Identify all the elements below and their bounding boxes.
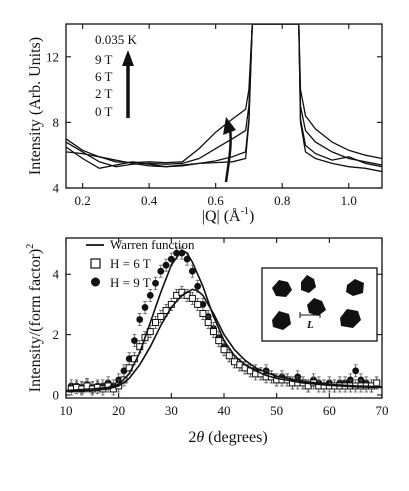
x-tick-label: 20 (112, 403, 125, 418)
bottom-ylabel-main: Intensity/(form factor) (27, 249, 44, 393)
x-tick-label: 1.0 (341, 193, 357, 208)
bottom-xlabel-unit: (degrees) (204, 429, 268, 446)
bottom-xlabel-theta: θ (196, 429, 204, 446)
top-xlabel-exp: -1 (241, 206, 249, 217)
point-6t (199, 309, 207, 317)
inset-vortex-diagram: L (261, 267, 378, 342)
top-x-axis-title: |Q| (Å-1) (202, 206, 255, 225)
bottom-series-group (66, 246, 382, 396)
point-9t (120, 367, 128, 375)
point-9t (157, 267, 165, 275)
inset-blob-1 (272, 280, 292, 297)
point-9t (194, 282, 202, 290)
top-y-axis-title: Intensity (Arb. Units) (27, 37, 44, 175)
point-6t (373, 379, 381, 387)
top-legend-entry-3: 2 T (95, 86, 113, 101)
point-6t (204, 319, 212, 327)
top-axes-ticks: 0.2 0.4 0.6 0.8 1.0 4 8 12 (46, 24, 382, 208)
bottom-plot-frame (65, 237, 383, 399)
inset-blob-3 (346, 279, 364, 296)
y-tick-label: 12 (46, 49, 59, 64)
bottom-chart-panel: 10 20 30 40 50 60 70 0 2 4 Warren function H = 6 … (25, 237, 389, 446)
warren-fit-line (66, 288, 382, 393)
inset-blob-2 (301, 275, 316, 293)
y-tick-label: 4 (53, 267, 60, 282)
bottom-xlabel-2: 2 (188, 429, 196, 446)
top-series-line-9t (66, 24, 382, 164)
point-9t (141, 304, 149, 311)
field-increase-arrow-icon (223, 117, 236, 183)
point-6t (194, 300, 202, 308)
point-9t (152, 279, 159, 287)
bottom-legend: Warren function H = 6 T H = 9 T (86, 237, 195, 290)
top-plot-frame (65, 23, 383, 189)
point-9t (131, 337, 138, 345)
top-series-line-2t (66, 24, 382, 169)
point-9t (146, 291, 154, 299)
x-tick-label: 0.8 (274, 193, 290, 208)
top-legend-entry-4: 0 T (95, 104, 113, 119)
legend-warren-label: Warren function (110, 237, 195, 252)
top-legend-entry-1: 9 T (95, 52, 113, 67)
bottom-y-axis-title: Intensity/(form factor)2 (25, 244, 44, 393)
x-tick-label: 0.6 (208, 193, 225, 208)
point-6t (220, 346, 228, 354)
inset-blob-4 (307, 298, 326, 316)
legend-6t-square-swatch (90, 258, 101, 269)
point-9t (125, 355, 133, 363)
x-tick-label: 10 (60, 403, 73, 418)
point-6t (157, 312, 165, 320)
top-legend-entry-2: 6 T (95, 69, 113, 84)
legend-6t-label: H = 6 T (110, 256, 151, 271)
top-xlabel-q: |Q| (202, 208, 220, 225)
x-tick-label: 0.4 (141, 193, 158, 208)
point-6t (215, 337, 223, 345)
legend-up-arrow-icon (122, 50, 134, 118)
x-tick-label: 0.2 (75, 193, 91, 208)
y-tick-label: 2 (53, 327, 60, 342)
top-xlabel-close: ) (249, 208, 254, 225)
point-6t (225, 352, 233, 360)
point-6t (209, 328, 217, 336)
point-6t (136, 343, 144, 351)
point-9t (199, 301, 207, 308)
legend-9t-label: H = 9 T (110, 275, 151, 290)
top-legend-entry-0: 0.035 K (95, 32, 138, 47)
bottom-axes-ticks: 10 20 30 40 50 60 70 0 2 4 (53, 238, 389, 418)
legend-9t-circle-swatch (91, 277, 100, 287)
point-9t (136, 316, 144, 323)
top-series-line-6t (66, 24, 382, 168)
bottom-x-axis-title: 2θ (degrees) (188, 429, 267, 446)
y-tick-label: 0 (53, 387, 60, 402)
inset-length-marker (299, 312, 321, 318)
warren-fit-line (66, 249, 382, 392)
point-9t (162, 261, 170, 269)
x-tick-label: 70 (376, 403, 389, 418)
y-tick-label: 4 (53, 181, 60, 196)
top-xlabel-open: ( (224, 208, 229, 225)
point-9t (167, 255, 175, 263)
point-9t (352, 367, 360, 375)
point-9t (189, 267, 196, 275)
point-6t (188, 294, 196, 302)
bottom-ylabel-exp: 2 (25, 244, 36, 249)
inset-length-label: L (306, 319, 314, 331)
top-series-group (66, 24, 382, 173)
top-xlabel-unit: Å (229, 207, 241, 225)
y-tick-label: 8 (53, 115, 60, 130)
x-tick-label: 50 (270, 403, 283, 418)
inset-blob-6 (340, 309, 361, 328)
x-tick-label: 30 (165, 403, 178, 418)
inset-blob-5 (272, 311, 291, 330)
point-6t (152, 319, 160, 327)
x-tick-label: 60 (323, 403, 336, 418)
x-tick-label: 40 (218, 403, 231, 418)
